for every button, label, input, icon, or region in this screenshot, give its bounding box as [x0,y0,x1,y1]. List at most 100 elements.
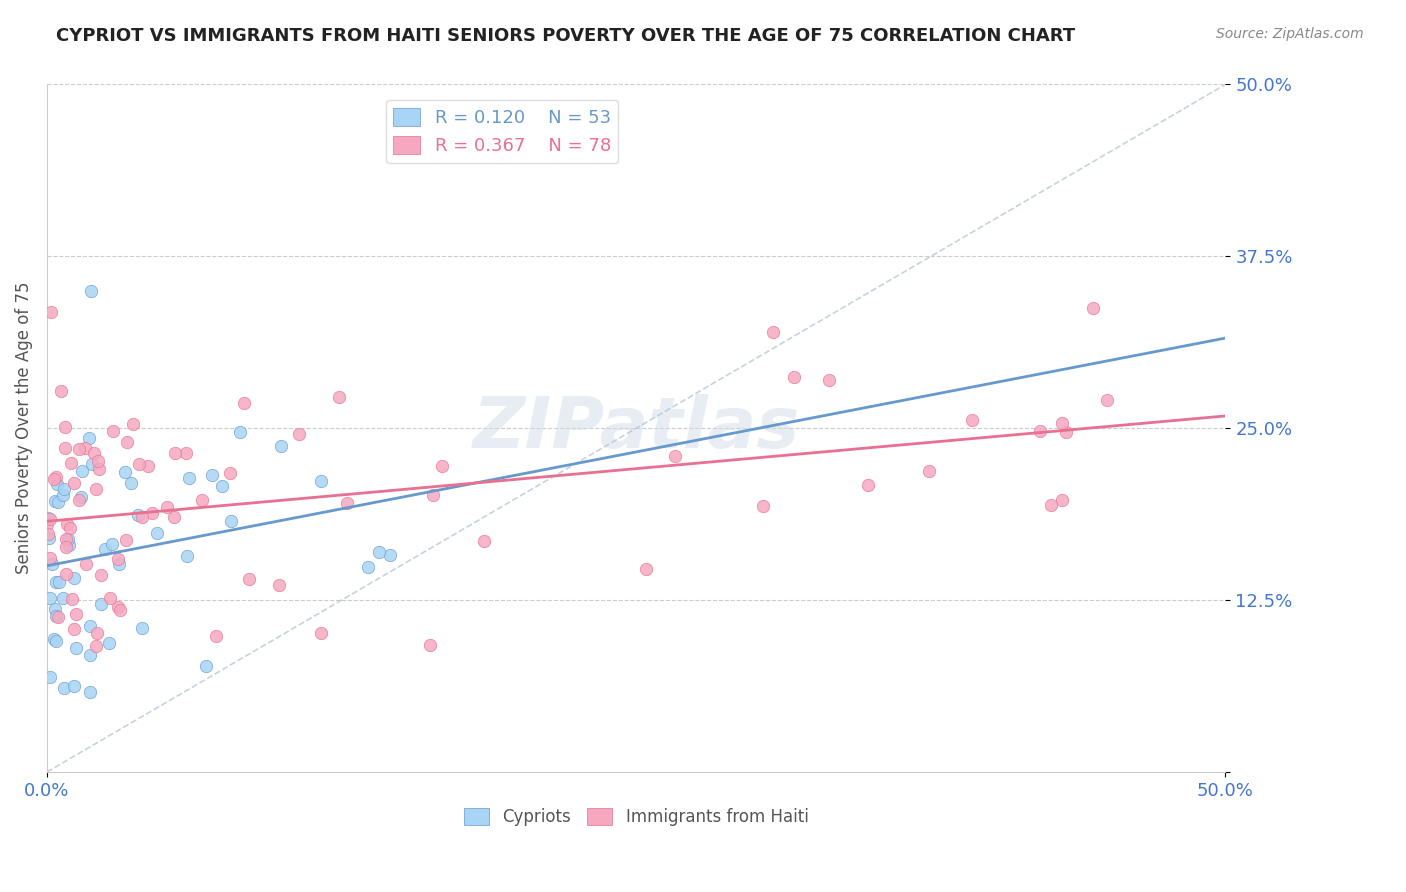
Immigrants from Haiti [128,457,150,471]
Cypriots [177,471,200,485]
Cypriots [41,557,63,571]
Immigrants from Haiti [1028,425,1050,439]
Cypriots [48,574,70,589]
Immigrants from Haiti [121,417,143,432]
Immigrants from Haiti [114,533,136,547]
Y-axis label: Seniors Poverty Over the Age of 75: Seniors Poverty Over the Age of 75 [15,282,32,574]
Cypriots [357,560,380,574]
Immigrants from Haiti [98,591,121,606]
Cypriots [45,574,67,589]
Immigrants from Haiti [1054,425,1077,440]
Cypriots [79,685,101,699]
Cypriots [108,558,131,572]
Cypriots [131,622,153,636]
Immigrants from Haiti [42,472,65,486]
Immigrants from Haiti [56,516,79,531]
Immigrants from Haiti [218,467,240,481]
Cypriots [65,641,87,656]
Immigrants from Haiti [38,512,60,526]
Immigrants from Haiti [39,305,62,319]
Immigrants from Haiti [165,445,187,459]
Cypriots [80,284,103,298]
Immigrants from Haiti [107,600,129,615]
Text: Source: ZipAtlas.com: Source: ZipAtlas.com [1216,27,1364,41]
Cypriots [77,431,100,445]
Immigrants from Haiti [86,626,108,640]
Immigrants from Haiti [1050,416,1073,430]
Immigrants from Haiti [37,516,59,531]
Immigrants from Haiti [636,562,658,576]
Text: CYPRIOT VS IMMIGRANTS FROM HAITI SENIORS POVERTY OVER THE AGE OF 75 CORRELATION : CYPRIOT VS IMMIGRANTS FROM HAITI SENIORS… [56,27,1076,45]
Cypriots [44,602,66,616]
Immigrants from Haiti [38,550,60,565]
Immigrants from Haiti [131,510,153,524]
Immigrants from Haiti [63,622,86,636]
Immigrants from Haiti [51,384,73,399]
Immigrants from Haiti [204,629,226,643]
Cypriots [229,425,252,440]
Immigrants from Haiti [108,602,131,616]
Immigrants from Haiti [37,527,59,541]
Immigrants from Haiti [46,609,69,624]
Immigrants from Haiti [309,625,332,640]
Cypriots [58,538,80,552]
Immigrants from Haiti [918,465,941,479]
Immigrants from Haiti [1050,493,1073,508]
Cypriots [70,464,93,478]
Cypriots [378,549,401,563]
Cypriots [63,679,86,693]
Cypriots [45,609,67,624]
Immigrants from Haiti [474,534,496,549]
Immigrants from Haiti [55,532,77,546]
Immigrants from Haiti [115,435,138,450]
Immigrants from Haiti [60,592,83,607]
Cypriots [46,477,69,491]
Cypriots [38,670,60,684]
Text: ZIPatlas: ZIPatlas [472,393,800,463]
Immigrants from Haiti [233,396,256,410]
Immigrants from Haiti [156,500,179,514]
Immigrants from Haiti [422,488,444,502]
Cypriots [52,591,75,605]
Immigrants from Haiti [1039,498,1062,512]
Immigrants from Haiti [65,607,87,621]
Immigrants from Haiti [419,638,441,652]
Cypriots [101,537,124,551]
Cypriots [127,508,149,522]
Immigrants from Haiti [55,566,77,581]
Immigrants from Haiti [86,454,108,468]
Immigrants from Haiti [63,476,86,491]
Immigrants from Haiti [75,441,97,455]
Cypriots [45,633,67,648]
Legend: Cypriots, Immigrants from Haiti: Cypriots, Immigrants from Haiti [457,801,815,832]
Immigrants from Haiti [288,426,311,441]
Immigrants from Haiti [664,450,686,464]
Cypriots [46,495,69,509]
Immigrants from Haiti [817,373,839,387]
Immigrants from Haiti [83,445,105,459]
Immigrants from Haiti [103,425,125,439]
Immigrants from Haiti [174,446,197,460]
Immigrants from Haiti [53,442,76,456]
Cypriots [70,490,93,504]
Immigrants from Haiti [336,496,359,510]
Immigrants from Haiti [67,442,90,456]
Immigrants from Haiti [267,578,290,592]
Immigrants from Haiti [960,413,983,427]
Immigrants from Haiti [141,507,163,521]
Immigrants from Haiti [858,477,880,491]
Cypriots [79,619,101,633]
Immigrants from Haiti [191,493,214,508]
Cypriots [58,532,80,546]
Immigrants from Haiti [136,459,159,474]
Immigrants from Haiti [107,552,129,566]
Cypriots [309,475,332,489]
Cypriots [52,488,75,502]
Immigrants from Haiti [59,521,82,535]
Immigrants from Haiti [84,639,107,653]
Cypriots [94,541,117,556]
Immigrants from Haiti [752,499,775,513]
Cypriots [146,526,169,541]
Immigrants from Haiti [75,558,97,572]
Immigrants from Haiti [762,325,785,339]
